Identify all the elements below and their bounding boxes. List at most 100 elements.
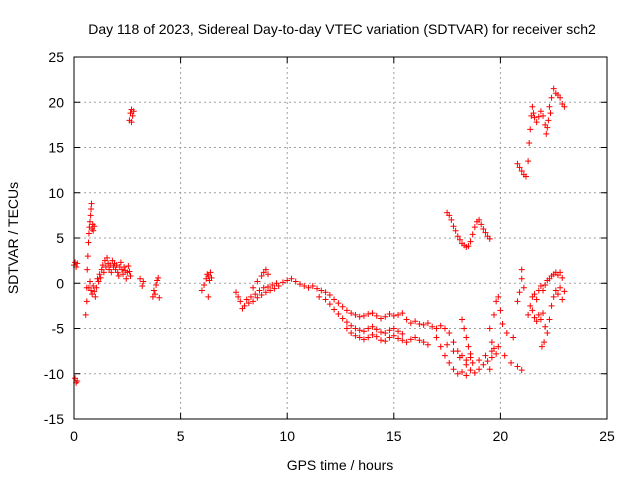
data-point [373, 326, 380, 333]
data-point [471, 224, 478, 231]
data-point [256, 287, 263, 294]
data-point [305, 284, 312, 291]
data-point [269, 282, 276, 289]
data-point [348, 330, 355, 337]
data-point [491, 345, 498, 352]
data-point [545, 117, 552, 124]
data-point [403, 316, 410, 323]
data-point [378, 337, 385, 344]
data-point [450, 223, 457, 230]
data-point [514, 298, 521, 305]
data-point [360, 328, 367, 335]
data-point [522, 173, 529, 180]
data-point [205, 293, 212, 300]
data-point [433, 334, 440, 341]
data-point [339, 303, 346, 310]
data-point [486, 235, 493, 242]
data-point [86, 278, 93, 285]
x-axis-label: GPS time / hours [287, 457, 394, 473]
data-point [548, 302, 555, 309]
data-point [476, 366, 483, 373]
data-point [93, 284, 100, 291]
data-point [378, 329, 385, 336]
data-point [356, 313, 363, 320]
data-points [71, 85, 568, 386]
data-point [365, 325, 372, 332]
data-point [153, 282, 160, 289]
data-point [378, 315, 385, 322]
data-point [538, 343, 545, 350]
data-point [420, 339, 427, 346]
data-point [544, 330, 551, 337]
data-point [335, 300, 342, 307]
data-point [554, 291, 561, 298]
data-point [318, 287, 325, 294]
data-point [530, 110, 537, 117]
data-point [531, 314, 538, 321]
data-point [128, 119, 135, 126]
data-point [467, 350, 474, 357]
data-point [540, 310, 547, 317]
data-point [130, 108, 137, 115]
data-point [508, 359, 515, 366]
data-point [262, 266, 269, 273]
data-point [382, 338, 389, 345]
y-tick-label: -5 [52, 321, 65, 337]
data-point [245, 300, 252, 307]
chart-title: Day 118 of 2023, Sidereal Day-to-day VTE… [88, 21, 596, 37]
data-point [444, 341, 451, 348]
data-point [91, 288, 98, 295]
data-point [95, 278, 102, 285]
data-point [356, 334, 363, 341]
data-point [201, 282, 208, 289]
data-point [352, 311, 359, 318]
data-point [96, 271, 103, 278]
data-point [247, 293, 254, 300]
data-point [382, 330, 389, 337]
data-point [535, 311, 542, 318]
data-point [258, 273, 265, 280]
data-point [316, 293, 323, 300]
y-tick-label: 25 [48, 49, 64, 65]
data-point [108, 269, 115, 276]
data-point [331, 296, 338, 303]
y-tick-label: 10 [48, 185, 64, 201]
data-point [250, 284, 257, 291]
data-point [360, 336, 367, 343]
data-point [531, 291, 538, 298]
data-point [561, 288, 568, 295]
data-point [450, 366, 457, 373]
data-point [514, 160, 521, 167]
data-point [265, 271, 272, 278]
data-point [550, 85, 557, 92]
data-point [476, 216, 483, 223]
data-point [429, 323, 436, 330]
data-point [154, 277, 161, 284]
data-point [486, 325, 493, 332]
data-point [463, 361, 470, 368]
data-point [510, 334, 517, 341]
y-tick-label: 0 [56, 275, 64, 291]
data-point [437, 343, 444, 350]
grid [74, 57, 607, 419]
data-point [548, 94, 555, 101]
data-point [416, 337, 423, 344]
data-point [399, 330, 406, 337]
data-point [516, 164, 523, 171]
data-point [382, 313, 389, 320]
data-point [254, 278, 261, 285]
data-point [373, 312, 380, 319]
data-point [399, 310, 406, 317]
data-point [484, 358, 491, 365]
data-point [267, 287, 274, 294]
data-point [543, 130, 550, 137]
data-point [459, 368, 466, 375]
data-point [113, 262, 120, 269]
data-point [92, 293, 99, 300]
data-point [420, 321, 427, 328]
data-point [84, 253, 91, 260]
data-point [463, 334, 470, 341]
data-point [476, 357, 483, 364]
data-point [339, 315, 346, 322]
data-point [348, 322, 355, 329]
